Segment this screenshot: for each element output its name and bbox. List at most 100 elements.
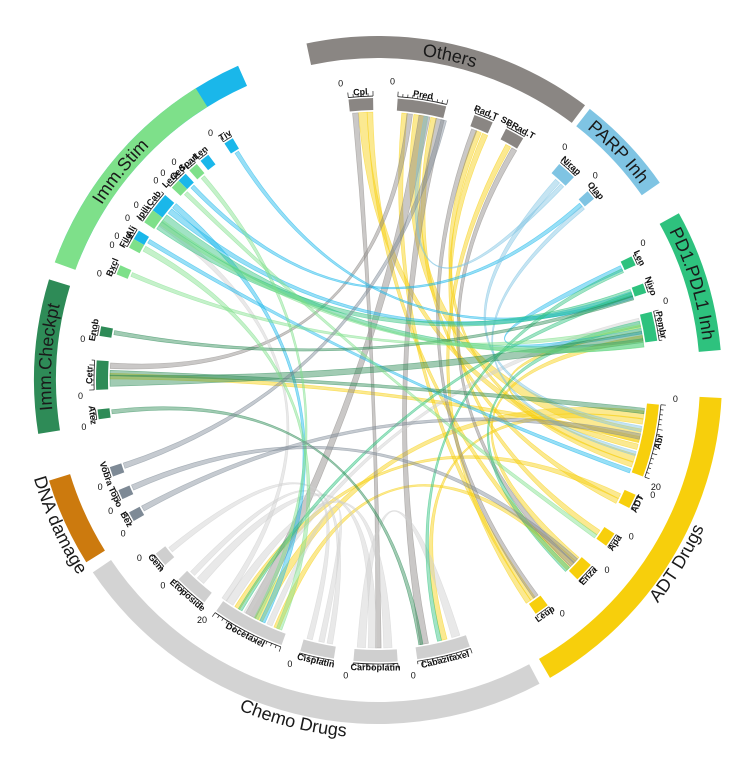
segment-tick bbox=[221, 617, 224, 621]
segment-cetr bbox=[95, 360, 109, 390]
link-enob-nivo bbox=[113, 295, 635, 352]
segment-tick bbox=[298, 652, 301, 656]
segment-tick bbox=[575, 173, 578, 176]
segment-tick bbox=[548, 606, 553, 612]
segment-tick bbox=[446, 99, 449, 105]
segment-tick bbox=[247, 632, 250, 636]
segment-cisplatin bbox=[300, 639, 336, 659]
segment-tick bbox=[519, 131, 522, 135]
segment-tick bbox=[595, 195, 599, 198]
segment-tick bbox=[652, 453, 658, 456]
segment-atez bbox=[97, 408, 111, 420]
segment-tick bbox=[106, 476, 112, 480]
tick-label-cisplatin: 0 bbox=[287, 659, 292, 669]
segment-tick bbox=[204, 150, 208, 154]
segment-tick bbox=[278, 646, 282, 652]
segment-tick bbox=[255, 637, 259, 643]
segment-tick bbox=[560, 158, 565, 163]
segment-tick bbox=[113, 490, 117, 493]
segment-axis-atez bbox=[95, 409, 98, 420]
segment-tick bbox=[654, 443, 658, 445]
segment-tick bbox=[274, 645, 277, 649]
segment-tick bbox=[229, 623, 233, 627]
tick-label-enza: 0 bbox=[604, 565, 609, 575]
link-adt-pred bbox=[421, 116, 619, 504]
tick-label-bez: 0 bbox=[121, 529, 126, 539]
segment-docetaxel bbox=[216, 601, 286, 645]
segment-tick bbox=[171, 180, 174, 183]
segment-tick bbox=[422, 94, 424, 100]
link-nirap-abi bbox=[483, 178, 643, 433]
segment-tick bbox=[654, 315, 658, 317]
link-atez-cabazitaxel bbox=[111, 406, 424, 646]
link-leup-sbrad-t bbox=[446, 144, 532, 604]
segment-tick bbox=[229, 133, 233, 137]
link-docetaxel-cisplatin bbox=[266, 506, 342, 643]
segment-label-nivo: Nivo bbox=[643, 275, 659, 297]
tick-label-bxcl: 0 bbox=[97, 269, 102, 279]
link-len-cabazitaxel bbox=[425, 268, 624, 642]
tick-label-topo: 0 bbox=[108, 506, 113, 516]
segment-tick bbox=[201, 153, 204, 157]
link-olap-abi bbox=[491, 205, 637, 457]
segment-olap bbox=[578, 191, 595, 207]
segment-label-abi: Abi bbox=[652, 434, 665, 450]
segment-spart bbox=[189, 163, 205, 180]
segment-tick bbox=[488, 115, 491, 119]
link-nivo-ipili bbox=[156, 221, 634, 327]
tick-label-adt: 0 bbox=[650, 490, 655, 500]
segment-axis-filg bbox=[126, 237, 133, 247]
segment-tick bbox=[441, 656, 443, 660]
tick-label-atez: 0 bbox=[81, 422, 86, 432]
link-bez-abi bbox=[141, 417, 641, 512]
segment-tick bbox=[307, 655, 310, 661]
segment-tick bbox=[484, 113, 486, 117]
segment-tick bbox=[655, 319, 659, 322]
segment-tick bbox=[656, 324, 660, 327]
tick-label-ali: 0 bbox=[114, 231, 119, 241]
segment-tick bbox=[189, 594, 192, 597]
segment-cpl bbox=[348, 98, 374, 112]
link-cabazitaxel-carboplatin bbox=[356, 510, 461, 649]
segment-tick bbox=[106, 472, 110, 474]
tick-label-olap: 0 bbox=[593, 170, 598, 180]
segment-rad-t bbox=[470, 115, 493, 134]
link-pembr-enza bbox=[486, 320, 641, 572]
group-arc-dna bbox=[49, 474, 105, 563]
link-leup-pred bbox=[398, 112, 536, 601]
group-arc-chemo bbox=[92, 560, 540, 725]
link-ipili-pembr bbox=[159, 219, 645, 354]
link-ced-olap bbox=[190, 184, 583, 290]
segment-tick bbox=[126, 517, 130, 520]
segment-tick bbox=[431, 658, 434, 662]
tick-label-spart: 0 bbox=[171, 157, 176, 167]
segment-tick bbox=[148, 206, 152, 210]
tick-label-cabazitaxel: 0 bbox=[411, 670, 416, 680]
segment-tick bbox=[592, 191, 595, 194]
segment-enob bbox=[99, 326, 113, 338]
segment-tick bbox=[451, 654, 453, 658]
segment-tick bbox=[637, 262, 641, 265]
segment-tick bbox=[220, 137, 224, 143]
segment-tick bbox=[317, 657, 320, 661]
segment-etoposide bbox=[178, 570, 212, 603]
segment-tick bbox=[523, 133, 527, 137]
segment-tick bbox=[92, 334, 98, 336]
segment-label-atez: Atez bbox=[87, 405, 99, 426]
segment-tick bbox=[115, 499, 121, 503]
segment-tick bbox=[322, 658, 325, 662]
segment-tick bbox=[493, 117, 496, 121]
link-nivo-docetaxel bbox=[237, 292, 634, 612]
segment-tick bbox=[199, 603, 204, 608]
segment-nirap bbox=[551, 163, 574, 186]
segment-tick bbox=[129, 236, 133, 239]
segment-tick bbox=[588, 186, 594, 191]
tick-label-carboplatin: 0 bbox=[343, 671, 348, 681]
segment-tick bbox=[582, 577, 585, 580]
tick-label-leup: 0 bbox=[560, 609, 565, 619]
group-arc-immstim bbox=[54, 88, 208, 270]
segment-tick bbox=[571, 169, 574, 173]
segment-tick bbox=[653, 309, 659, 312]
